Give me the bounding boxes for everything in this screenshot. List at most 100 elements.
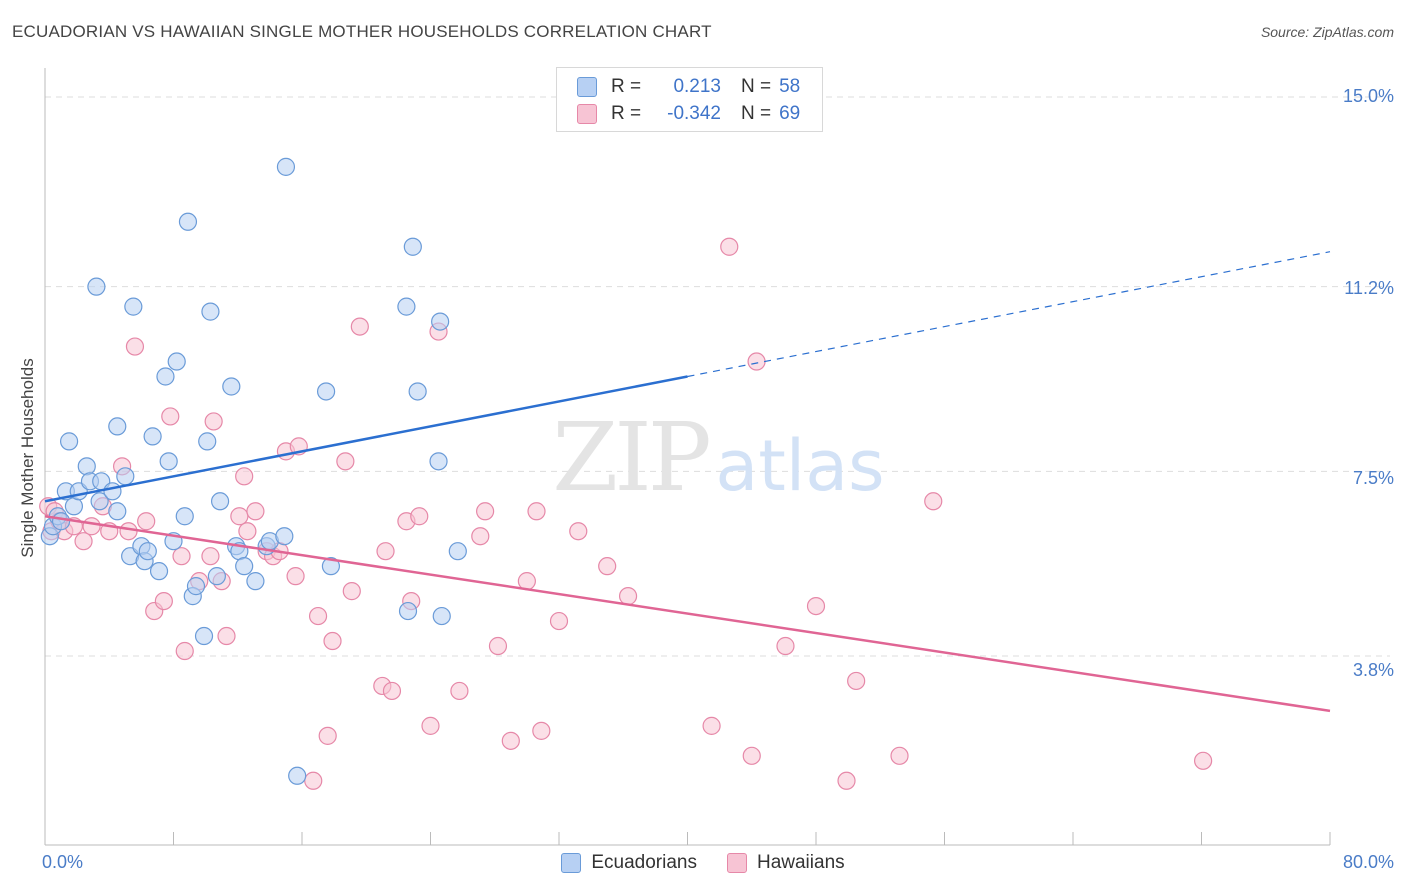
ecuadorian-point bbox=[77, 457, 96, 476]
legend-n-key: N = bbox=[741, 76, 772, 97]
hawaiian-point bbox=[747, 352, 766, 371]
legend-label-hawaiians: Hawaiians bbox=[756, 852, 845, 873]
ecuadorian-point bbox=[448, 542, 467, 561]
legend-row-hawaiians: R = -0.342 N = 69 bbox=[577, 101, 800, 127]
hawaiian-point bbox=[246, 502, 265, 521]
ecuadorian-point bbox=[432, 606, 451, 626]
ecuadorian-point bbox=[246, 572, 265, 591]
ecuadorian-point bbox=[222, 377, 241, 396]
hawaiian-point bbox=[376, 542, 395, 561]
ecuadorian-point bbox=[198, 432, 217, 451]
ecuadorian-point bbox=[403, 237, 422, 256]
hawaiian-point bbox=[217, 626, 236, 646]
legend-n-key: N = bbox=[741, 103, 772, 124]
ecuadorian-point bbox=[207, 567, 226, 586]
y-tick-label: 7.5% bbox=[1352, 468, 1394, 488]
ecuadorian-point bbox=[108, 502, 127, 521]
hawaiian-point bbox=[837, 771, 856, 790]
series-legend: Ecuadorians Hawaiians bbox=[0, 852, 1406, 874]
trend-lines bbox=[44, 251, 1331, 713]
hawaiian-point bbox=[776, 636, 795, 656]
ecuadorian-point bbox=[194, 626, 214, 646]
hawaiian-point bbox=[119, 522, 138, 541]
legend-r-value: 0.213 bbox=[673, 76, 721, 97]
legend-n-value: 58 bbox=[779, 76, 801, 97]
ecuadorian-point bbox=[316, 382, 336, 401]
legend-item-ecuadorians: Ecuadorians bbox=[561, 852, 697, 874]
hawaiian-point bbox=[924, 492, 943, 511]
hawaiian-point bbox=[74, 532, 93, 551]
source-label: Source: ZipAtlas.com bbox=[1260, 24, 1394, 40]
ecuadorian-point bbox=[431, 312, 450, 331]
ecuadorian-point bbox=[210, 492, 230, 511]
correlation-legend: R = 0.213 N = 58 R = -0.342 N = 69 bbox=[556, 67, 823, 132]
ecuadorian-point bbox=[321, 557, 341, 576]
hawaiian-point bbox=[137, 512, 156, 531]
axes bbox=[44, 68, 1331, 846]
chart-title: ECUADORIAN VS HAWAIIAN SINGLE MOTHER HOU… bbox=[12, 22, 712, 41]
ecuadorian-point bbox=[408, 382, 427, 401]
ecuadorian-point bbox=[275, 527, 294, 546]
hawaiian-point bbox=[488, 636, 508, 656]
ecuadorian-point bbox=[201, 302, 220, 321]
ecuadorian-point bbox=[108, 417, 127, 436]
ecuadorian-point bbox=[143, 427, 162, 446]
hawaiian-point bbox=[82, 517, 101, 536]
legend-item-hawaiians: Hawaiians bbox=[726, 852, 845, 874]
hawaiians-points bbox=[39, 237, 1213, 790]
legend-r-value: -0.342 bbox=[667, 103, 721, 124]
ecuadorian-point bbox=[429, 452, 448, 471]
hawaiian-point bbox=[421, 716, 440, 735]
x-tick-label-max: 80.0% bbox=[1342, 852, 1394, 872]
watermark-zip: ZIP bbox=[552, 403, 709, 513]
ecuadorian-point bbox=[138, 542, 157, 561]
hawaiian-point bbox=[304, 771, 323, 790]
hawaiian-point bbox=[742, 746, 761, 765]
hawaiian-point bbox=[286, 567, 305, 586]
legend-swatch-blue bbox=[577, 77, 597, 97]
y-tick-label: 15.0% bbox=[1342, 86, 1394, 106]
ecuadorian-point bbox=[159, 452, 178, 471]
hawaiian-point bbox=[238, 522, 257, 541]
ecuadorian-point bbox=[167, 352, 186, 371]
ecuadorian-point bbox=[87, 277, 106, 296]
hawaiian-point bbox=[598, 557, 617, 576]
hawaiian-point bbox=[201, 547, 220, 566]
hawaiian-point bbox=[702, 716, 721, 735]
hawaiian-point bbox=[847, 671, 866, 691]
ecuadorian-point bbox=[276, 157, 296, 176]
legend-r-key: R = bbox=[611, 103, 642, 124]
ecuadorian-point bbox=[288, 766, 307, 785]
ecuadorian-point bbox=[51, 512, 71, 531]
ecuadorian-point bbox=[397, 297, 416, 316]
hawaiian-point bbox=[806, 596, 826, 616]
ecuadorian-point bbox=[90, 492, 109, 511]
hawaiian-point bbox=[154, 591, 173, 611]
hawaiian-point bbox=[471, 527, 490, 546]
hawaiian-point bbox=[450, 681, 469, 701]
hawaiian-point bbox=[342, 582, 361, 601]
hawaiian-point bbox=[204, 412, 223, 431]
hawaiian-point bbox=[172, 547, 191, 566]
hawaiian-point bbox=[230, 507, 249, 526]
hawaiian-point bbox=[1194, 751, 1213, 770]
ecuadorian-point bbox=[59, 432, 79, 451]
ecuadorians-points bbox=[40, 97, 638, 785]
legend-swatch-blue bbox=[561, 853, 582, 873]
hawaiian-point bbox=[890, 746, 909, 765]
ecuadorians-trend-extension bbox=[687, 251, 1331, 378]
hawaiian-point bbox=[532, 721, 551, 740]
legend-swatch-pink bbox=[577, 104, 597, 124]
ecuadorian-point bbox=[116, 467, 135, 486]
hawaiian-point bbox=[175, 641, 194, 661]
hawaiian-point bbox=[161, 407, 180, 426]
hawaiian-point bbox=[410, 507, 429, 526]
hawaiian-point bbox=[308, 606, 328, 626]
ecuadorian-point bbox=[156, 367, 175, 386]
ecuadorian-point bbox=[235, 557, 254, 576]
watermark: ZIP atlas bbox=[552, 403, 884, 513]
hawaiian-point bbox=[501, 731, 520, 750]
hawaiian-point bbox=[549, 611, 569, 631]
hawaiian-point bbox=[235, 467, 254, 486]
